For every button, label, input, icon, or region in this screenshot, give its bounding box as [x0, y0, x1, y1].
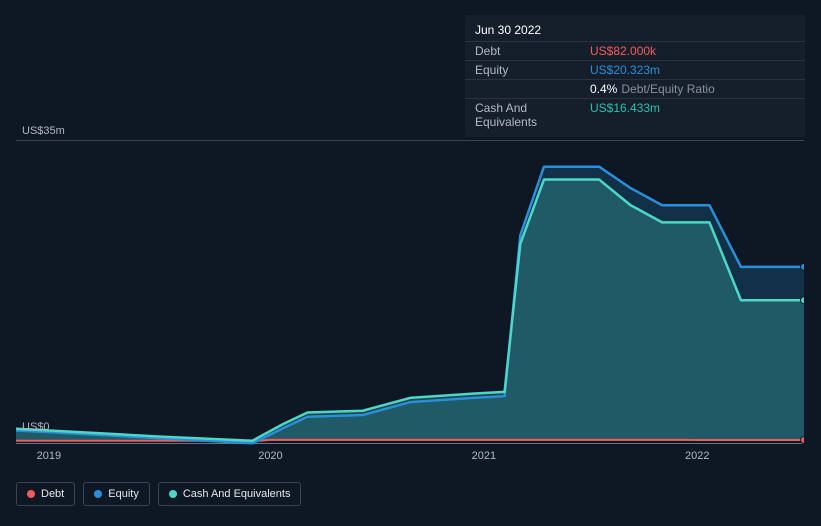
y-axis-label: US$0	[22, 421, 50, 433]
tooltip-row: DebtUS$82.000k	[465, 41, 805, 60]
chart-container: Jun 30 2022 DebtUS$82.000kEquityUS$20.32…	[0, 0, 821, 526]
y-axis-label: US$35m	[22, 125, 65, 137]
legend-swatch-icon	[169, 490, 177, 498]
tooltip-row-value: US$20.323m	[590, 63, 660, 77]
legend-swatch-icon	[94, 490, 102, 498]
x-axis-label: 2022	[685, 450, 709, 462]
tooltip-date: Jun 30 2022	[465, 21, 805, 41]
tooltip-row-value: US$82.000k	[590, 44, 656, 58]
tooltip-row-value: 0.4%	[590, 82, 617, 96]
x-axis-label: 2019	[37, 450, 61, 462]
legend: Debt Equity Cash And Equivalents	[16, 482, 301, 506]
legend-label: Equity	[108, 488, 139, 500]
legend-item[interactable]: Debt	[16, 482, 75, 506]
legend-label: Cash And Equivalents	[183, 488, 291, 500]
legend-item[interactable]: Cash And Equivalents	[158, 482, 302, 506]
tooltip-row-extra: Debt/Equity Ratio	[621, 82, 714, 96]
tooltip-row-label: Cash And Equivalents	[475, 101, 590, 129]
tooltip-row: EquityUS$20.323m	[465, 60, 805, 79]
tooltip-row-label	[475, 82, 590, 96]
tooltip-row-value: US$16.433m	[590, 101, 660, 129]
plot-area[interactable]	[16, 140, 804, 444]
tooltip-row-label: Equity	[475, 63, 590, 77]
data-tooltip: Jun 30 2022 DebtUS$82.000kEquityUS$20.32…	[465, 15, 805, 137]
tooltip-row: Cash And EquivalentsUS$16.433m	[465, 98, 805, 131]
legend-label: Debt	[41, 488, 64, 500]
tooltip-row: 0.4% Debt/Equity Ratio	[465, 79, 805, 98]
tooltip-row-label: Debt	[475, 44, 590, 58]
x-axis-label: 2021	[472, 450, 496, 462]
tooltip-rows: DebtUS$82.000kEquityUS$20.323m0.4%Debt/E…	[465, 41, 805, 131]
legend-item[interactable]: Equity	[83, 482, 150, 506]
chart-svg	[16, 141, 804, 445]
legend-swatch-icon	[27, 490, 35, 498]
x-axis-label: 2020	[258, 450, 282, 462]
